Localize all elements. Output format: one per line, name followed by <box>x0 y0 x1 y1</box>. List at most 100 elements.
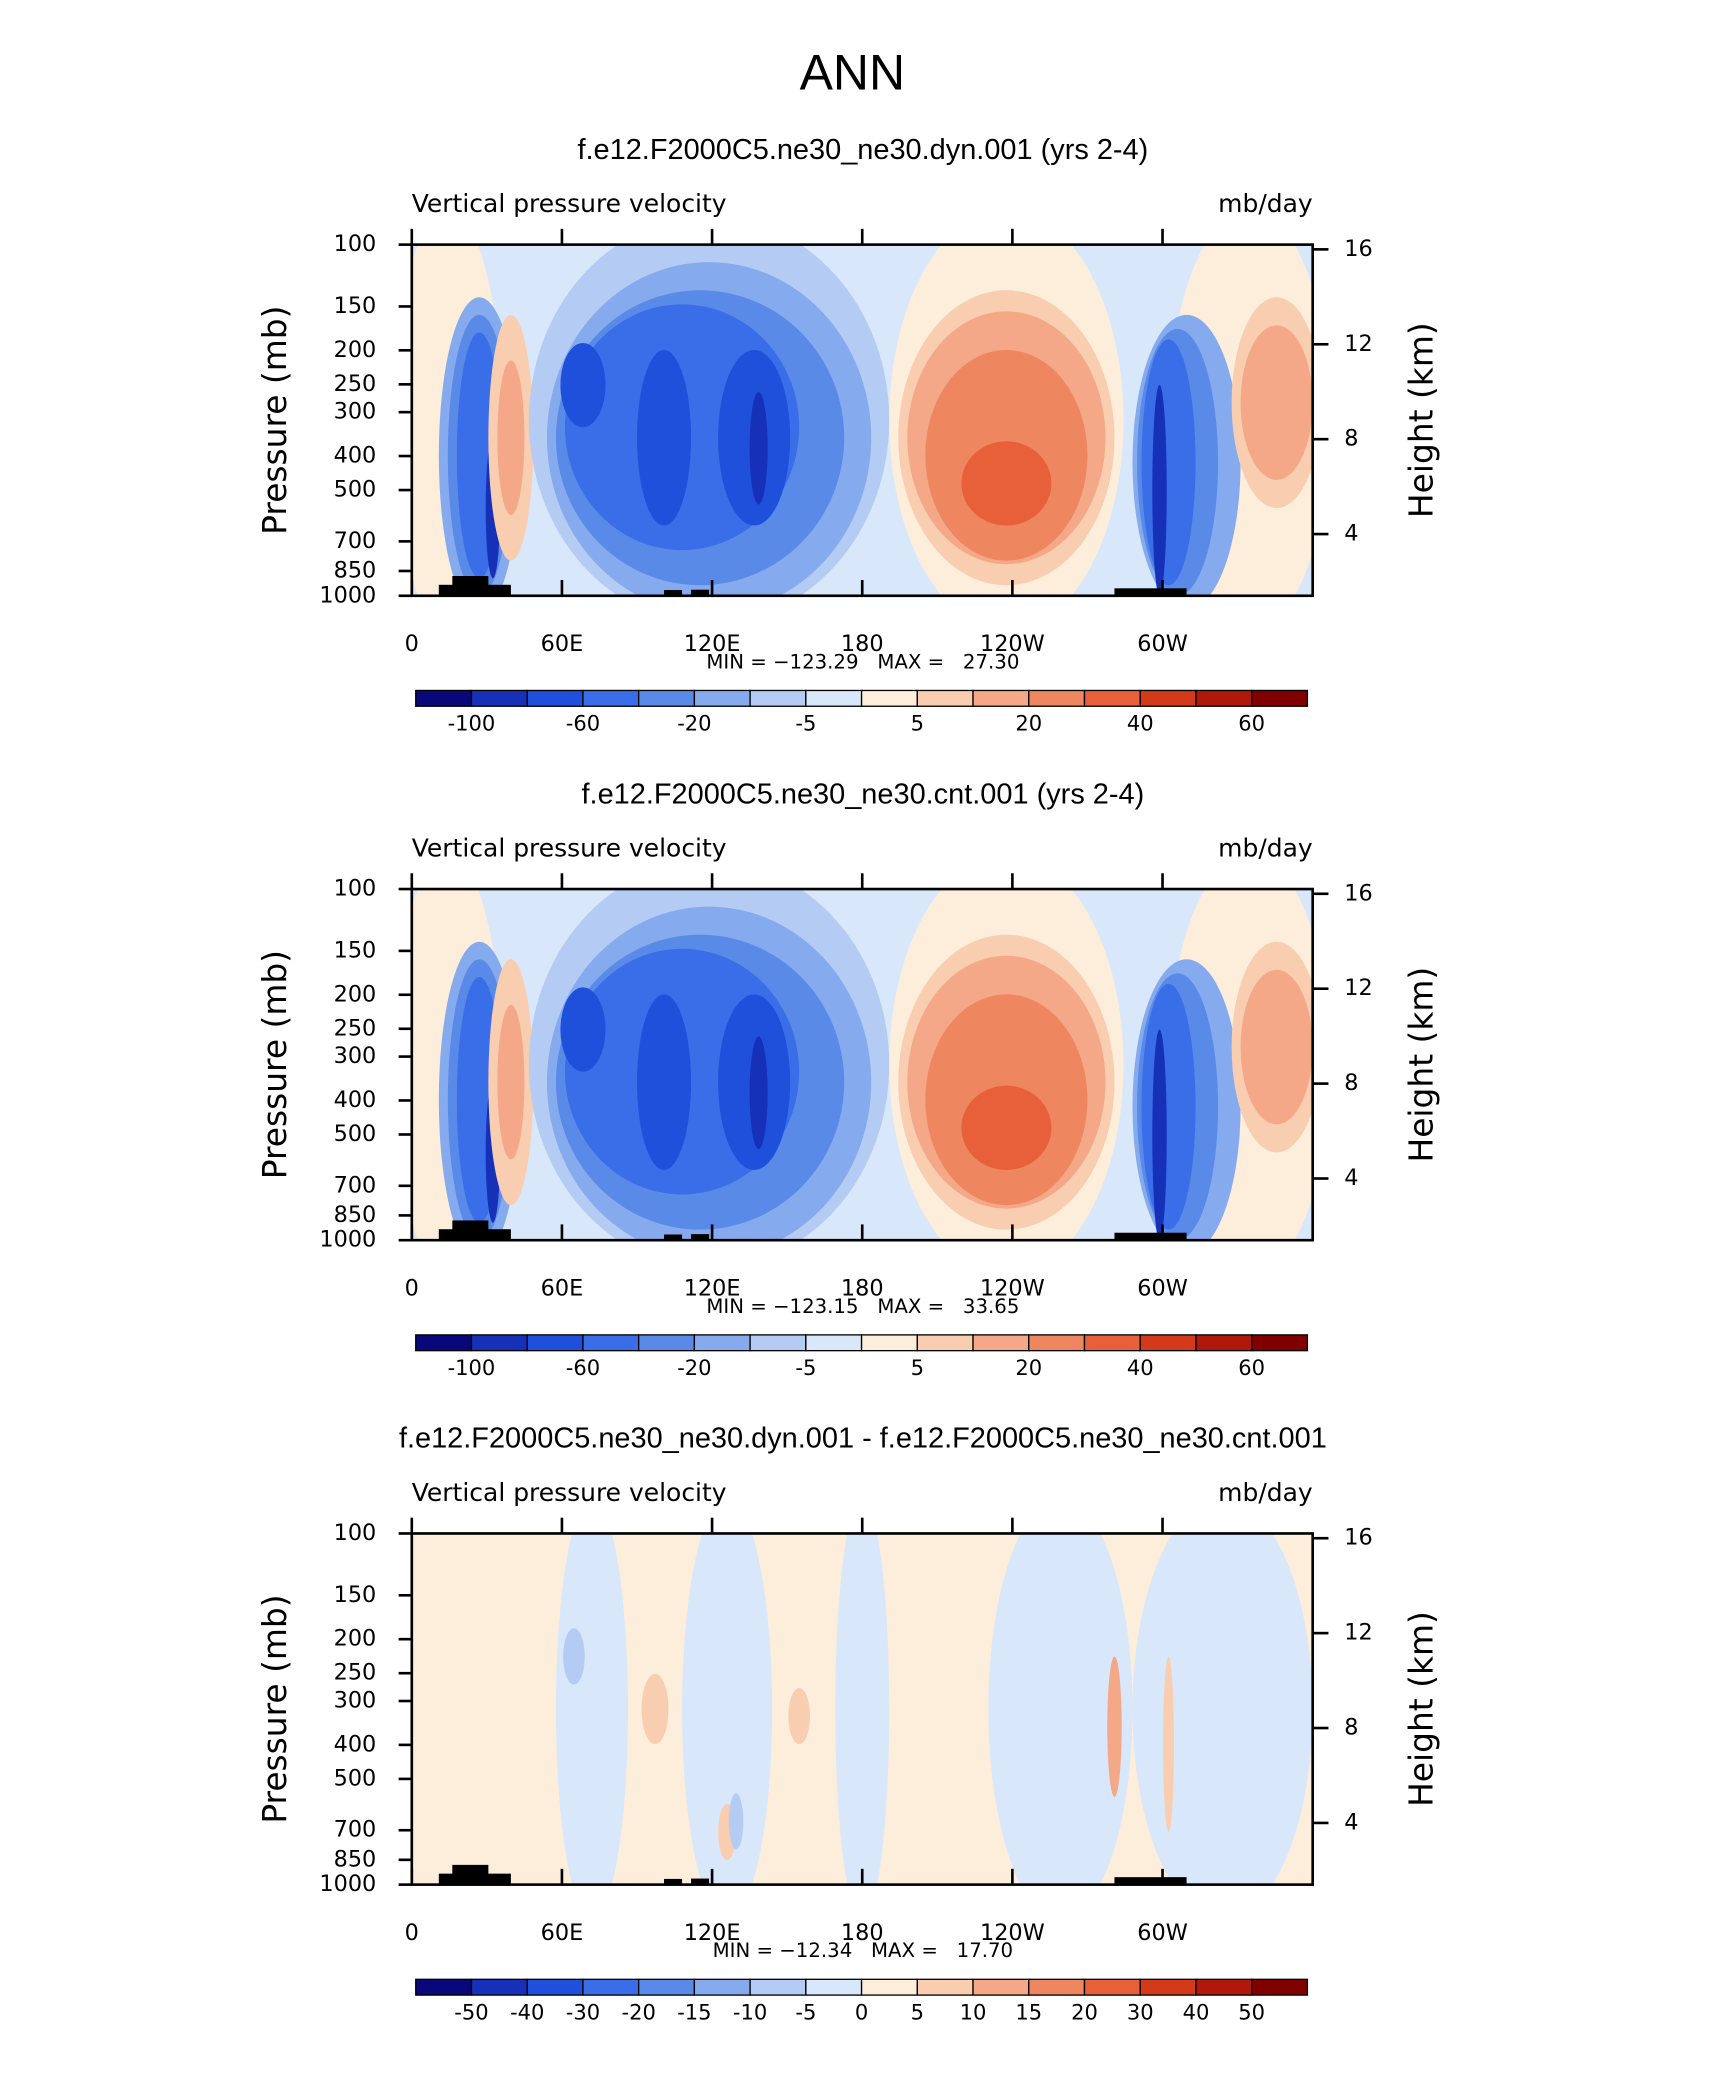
figure-title: ANN <box>800 44 906 100</box>
colorbar-label: -60 <box>566 711 600 736</box>
colorbar-box <box>1028 1978 1086 1996</box>
contour-fill <box>1141 339 1196 586</box>
y2-tick-label: 12 <box>1344 975 1372 1001</box>
field-label: Vertical pressure velocity <box>412 834 727 863</box>
y-tick-label: 850 <box>334 557 377 583</box>
contour-fill <box>555 1533 628 1885</box>
contour-fill <box>1163 1656 1174 1832</box>
x-tick-label: 60W <box>1137 631 1188 657</box>
y-tick-label: 250 <box>334 371 377 397</box>
x-tick-label: 60W <box>1137 1920 1188 1946</box>
y2-tick-label: 16 <box>1344 236 1372 262</box>
y-tick-label: 300 <box>334 1043 377 1069</box>
colorbar-box <box>860 689 918 707</box>
x-tick-label: 0 <box>405 631 419 657</box>
x-tick-label: 60E <box>541 631 584 657</box>
colorbar-label: 5 <box>911 711 924 736</box>
y-tick-label: 200 <box>334 981 377 1007</box>
topography <box>664 590 683 596</box>
y-tick-label: 700 <box>334 1172 377 1198</box>
contour-fill <box>1152 1029 1167 1241</box>
colorbar-label: 5 <box>911 1355 924 1380</box>
panel: f.e12.F2000C5.ne30_ne30.dyn.001 - f.e12.… <box>255 1423 1441 2025</box>
colorbar-box <box>1195 1978 1253 1996</box>
colorbar-label: -15 <box>677 2000 711 2025</box>
colorbar-label: -100 <box>448 1355 496 1380</box>
colorbar-box <box>582 1334 640 1352</box>
y-tick-label: 400 <box>334 443 377 469</box>
colorbar-box <box>582 1978 640 1996</box>
contour-fill <box>1152 385 1167 596</box>
colorbar-box <box>637 1334 696 1352</box>
y2-tick-label: 16 <box>1344 1525 1372 1551</box>
contour-field <box>411 1533 1313 1885</box>
y2-tick-label: 8 <box>1344 1715 1358 1741</box>
x-tick-label: 120W <box>980 1275 1045 1301</box>
colorbar-box <box>1195 1334 1253 1352</box>
y2-tick-label: 16 <box>1344 880 1372 906</box>
contour-fill <box>749 392 768 505</box>
contour-fill <box>560 342 606 428</box>
colorbar-box <box>526 689 584 707</box>
contour-fill <box>497 1004 525 1160</box>
topography <box>452 1864 489 1885</box>
y2-tick-label: 4 <box>1344 1809 1358 1835</box>
y-axis-label: Pressure (mb) <box>255 1594 294 1823</box>
y-tick-label: 400 <box>334 1087 377 1113</box>
colorbar-box <box>749 1334 807 1352</box>
contour-fill <box>1132 1533 1313 1885</box>
colorbar-label: -100 <box>448 711 496 736</box>
topography <box>1114 588 1187 596</box>
x-tick-label: 120E <box>684 1920 741 1946</box>
colorbar-label: 40 <box>1183 2000 1210 2025</box>
contour-fill <box>961 1085 1052 1170</box>
contour-fill <box>1141 983 1196 1230</box>
colorbar-label: 40 <box>1127 711 1154 736</box>
y-tick-label: 150 <box>334 937 377 963</box>
y-tick-label: 250 <box>334 1660 377 1686</box>
topography <box>452 576 489 596</box>
contour-field <box>411 889 1313 1241</box>
contour-fill <box>988 1533 1133 1885</box>
y-tick-label: 200 <box>334 1626 377 1652</box>
y2-tick-label: 8 <box>1344 426 1358 452</box>
contour-fill <box>563 1628 585 1685</box>
y-tick-label: 250 <box>334 1015 377 1041</box>
panel-title: f.e12.F2000C5.ne30_ne30.cnt.001 (yrs 2-4… <box>582 778 1145 810</box>
y-tick-label: 500 <box>334 1121 377 1147</box>
units-label: mb/day <box>1218 1478 1313 1507</box>
colorbar-box <box>916 1334 974 1352</box>
colorbar-label: -50 <box>454 2000 488 2025</box>
x-tick-label: 0 <box>405 1920 419 1946</box>
colorbar-label: -20 <box>621 2000 655 2025</box>
colorbar-box <box>526 1978 584 1996</box>
y-tick-label: 1000 <box>319 582 376 608</box>
colorbar-label: -20 <box>677 711 711 736</box>
field-label: Vertical pressure velocity <box>412 189 727 218</box>
colorbar-box <box>805 689 863 707</box>
contour-fill <box>682 1533 773 1885</box>
colorbar-label: 30 <box>1127 2000 1154 2025</box>
topography <box>664 1234 683 1241</box>
colorbar-box <box>470 689 528 707</box>
contour-fill <box>788 1687 810 1745</box>
topography <box>691 1234 710 1241</box>
y-tick-label: 850 <box>334 1846 377 1872</box>
x-tick-label: 180 <box>841 631 884 657</box>
colorbar-box <box>1251 1334 1309 1352</box>
y-tick-label: 150 <box>334 1582 377 1608</box>
colorbar-label: 60 <box>1238 711 1265 736</box>
y-tick-label: 500 <box>334 477 377 503</box>
colorbar-box <box>972 1978 1030 1996</box>
min-max: MIN = −123.15 MAX = 33.65 <box>706 1295 1019 1318</box>
colorbar-box <box>1139 1334 1197 1352</box>
y-tick-label: 700 <box>334 528 377 554</box>
colorbar-box <box>1251 689 1309 707</box>
x-tick-label: 120E <box>684 1275 741 1301</box>
colorbar-box <box>415 689 473 707</box>
contour-fill <box>961 441 1052 526</box>
colorbar-label: -20 <box>677 1355 711 1380</box>
topography <box>452 1220 489 1241</box>
y-axis-label: Pressure (mb) <box>255 950 294 1179</box>
